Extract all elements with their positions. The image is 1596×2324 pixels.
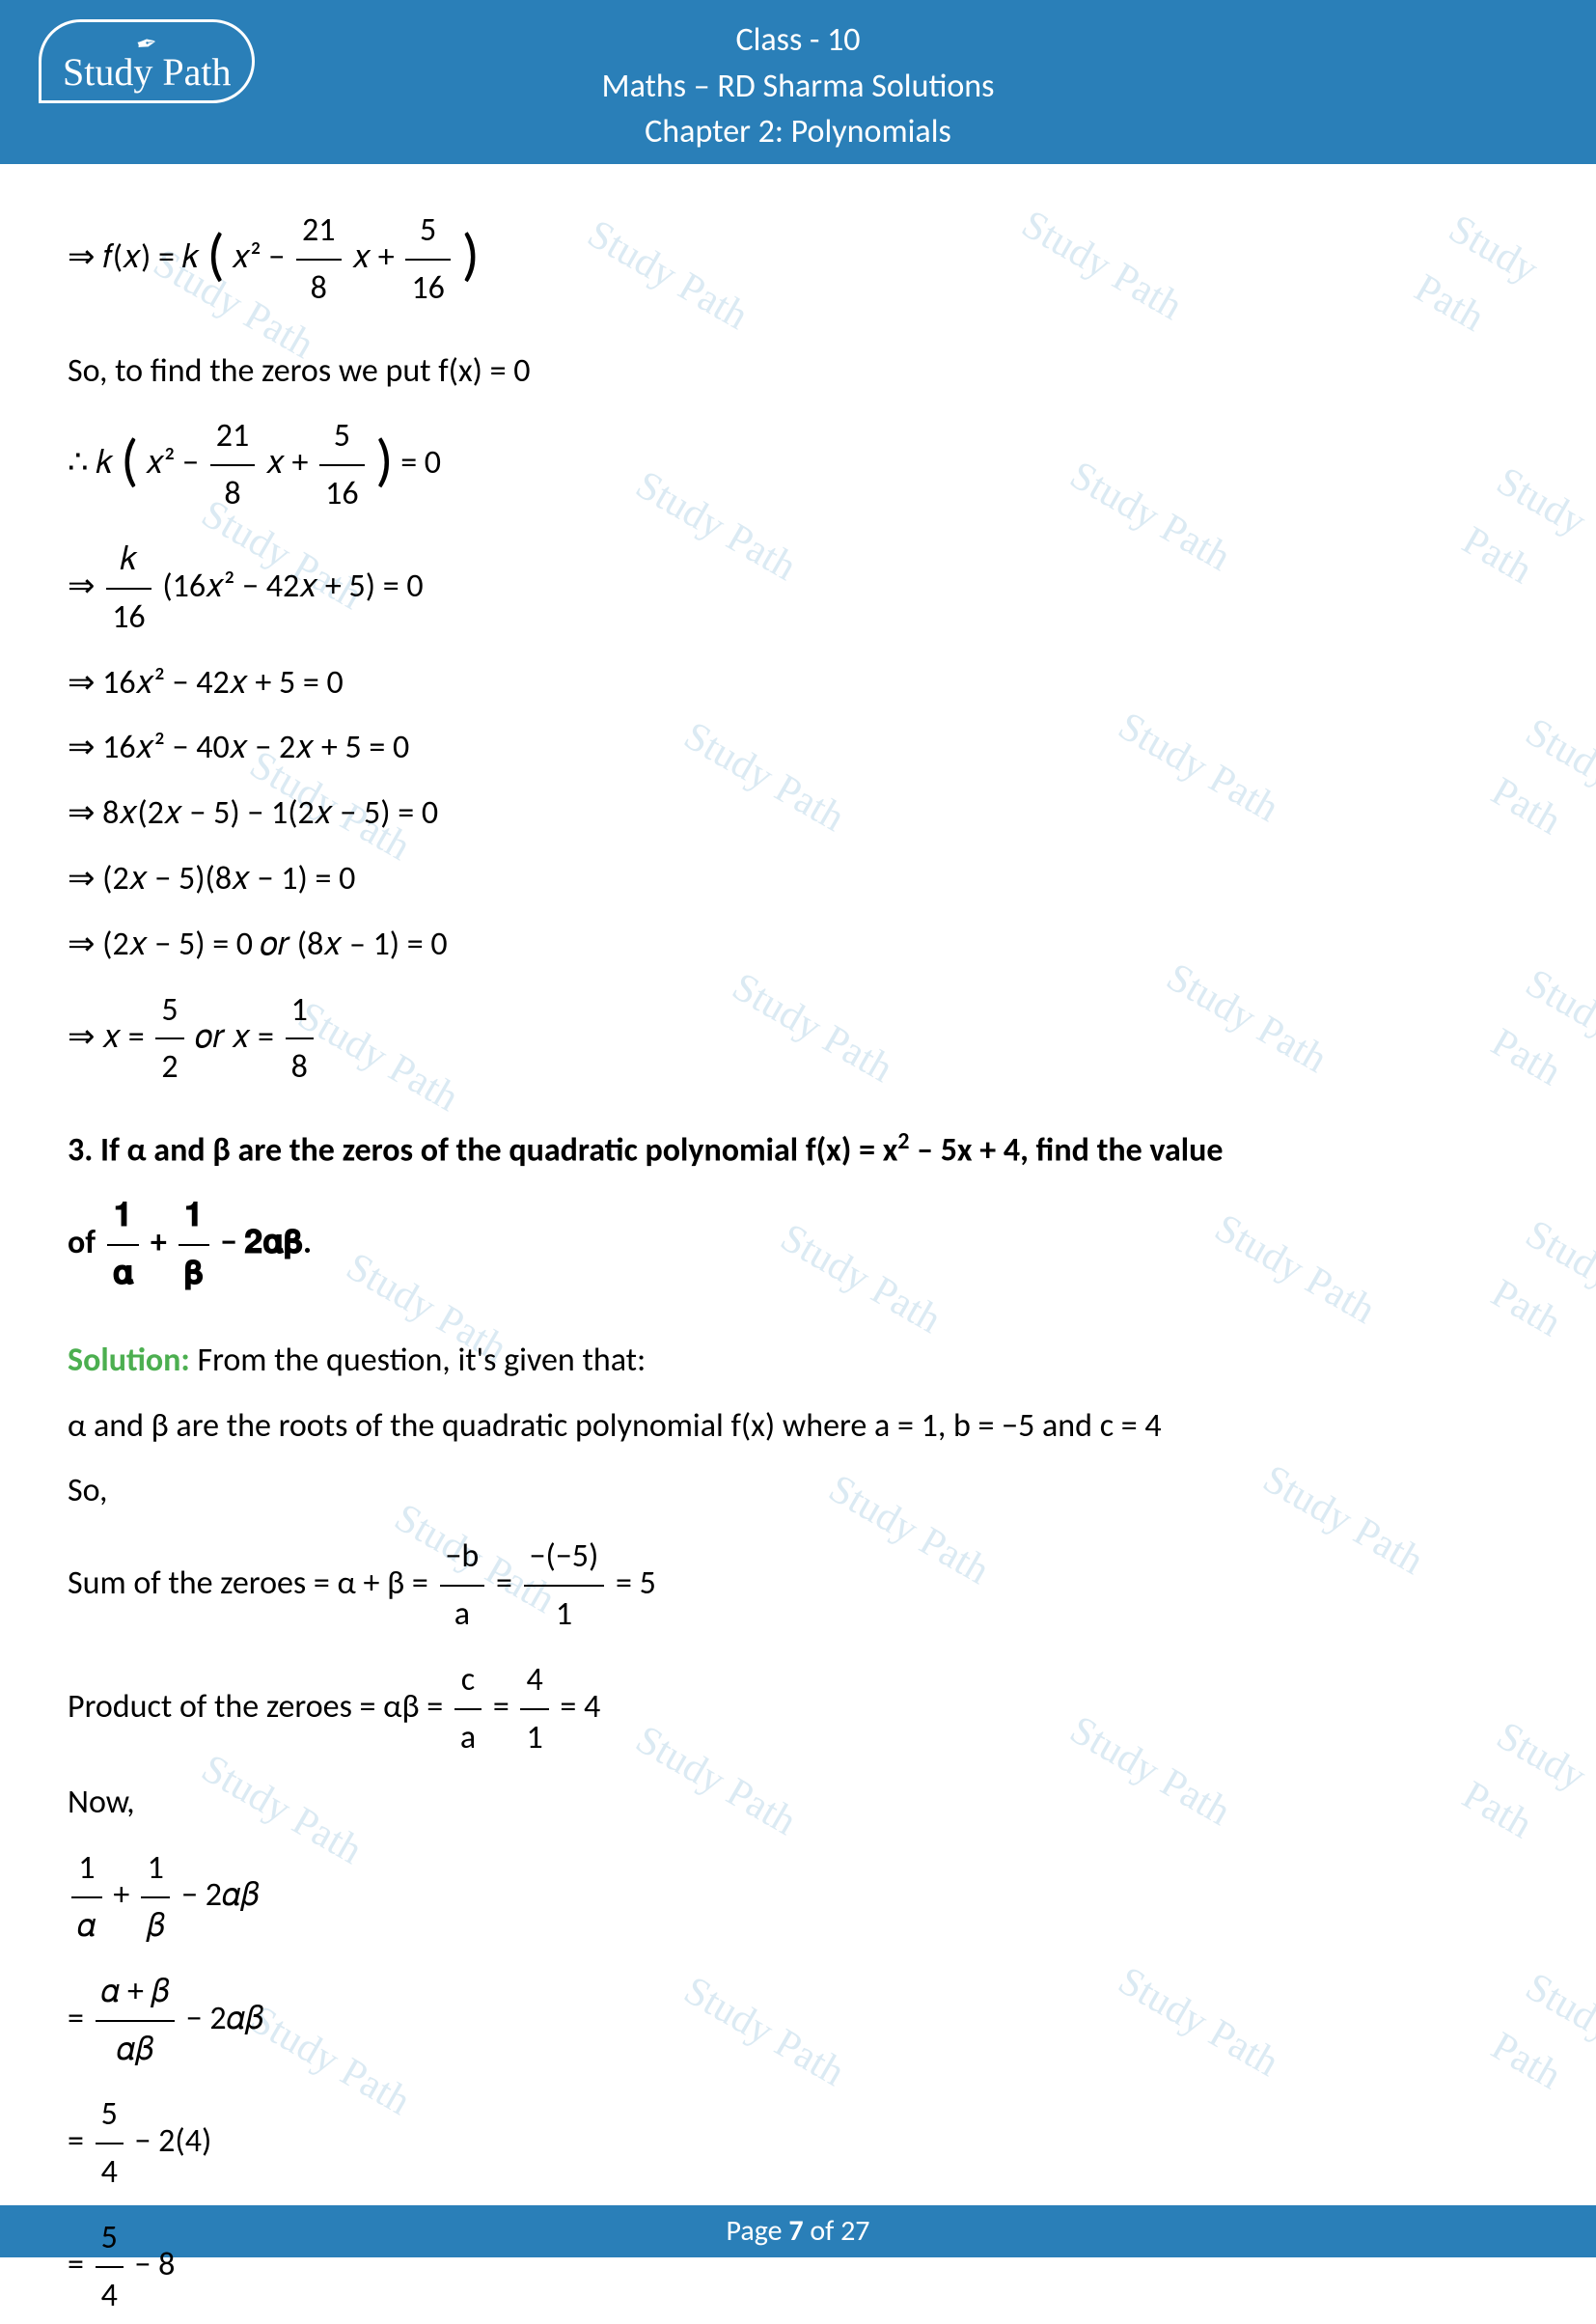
equation-line: ⇒ 𝑓(𝑥) = 𝑘 ( 𝑥² − 218 𝑥 + 516 ) (68, 203, 1528, 317)
equation-line: ⇒ (2𝑥 − 5) = 0 𝑜𝑟 (8𝑥 – 1) = 0 (68, 917, 1528, 973)
logo: ✒ Study Path (39, 19, 255, 103)
equation-line: = 54 − 8 (68, 2210, 1528, 2324)
header-chapter: Chapter 2: Polynomials (0, 109, 1596, 155)
equation-line: 1𝛼 + 1𝛽 − 2𝛼𝛽 (68, 1840, 1528, 1954)
text-line: Now, (68, 1775, 1528, 1831)
question-3: 3. If α and β are the zeros of the quadr… (68, 1122, 1528, 1178)
question-3-cont: of 𝟏𝛂 + 𝟏𝛃 − 𝟐𝛂𝛃. (68, 1188, 1528, 1302)
equation-line: ⇒ 16𝑥² − 42𝑥 + 5 = 0 (68, 655, 1528, 711)
equation-line: ⇒ 𝑥 = 52 𝑜𝑟 𝑥 = 18 (68, 982, 1528, 1096)
text-line: So, (68, 1463, 1528, 1519)
page-content: Study PathStudy PathStudy PathStudy Path… (0, 164, 1596, 2324)
equation-line: ∴ 𝑘 ( 𝑥² − 218 𝑥 + 516 ) = 0 (68, 408, 1528, 522)
equation-line: ⇒ (2𝑥 − 5)(8𝑥 − 1) = 0 (68, 851, 1528, 907)
equation-line: ⇒ 𝑘16 (16𝑥² − 42𝑥 + 5) = 0 (68, 532, 1528, 646)
equation-line: Sum of the zeroes = α + β = −ba = −(−5)1… (68, 1529, 1528, 1643)
equation-line: ⇒ 8𝑥(2𝑥 − 5) − 1(2𝑥 − 5) = 0 (68, 786, 1528, 842)
text-line: So, to find the zeros we put f(x) = 0 (68, 344, 1528, 400)
text-line: α and β are the roots of the quadratic p… (68, 1398, 1528, 1454)
equation-line: ⇒ 16𝑥² − 40𝑥 − 2𝑥 + 5 = 0 (68, 720, 1528, 776)
solution-line: Solution: From the question, it's given … (68, 1333, 1528, 1389)
equation-line: = 𝛼 + 𝛽𝛼𝛽 − 2𝛼𝛽 (68, 1964, 1528, 2078)
page-header: ✒ Study Path Class - 10 Maths – RD Sharm… (0, 0, 1596, 164)
solution-label: Solution: (68, 1341, 190, 1380)
equation-line: = 54 − 2(4) (68, 2087, 1528, 2200)
equation-line: Product of the zeroes = αβ = ca = 41 = 4 (68, 1652, 1528, 1766)
